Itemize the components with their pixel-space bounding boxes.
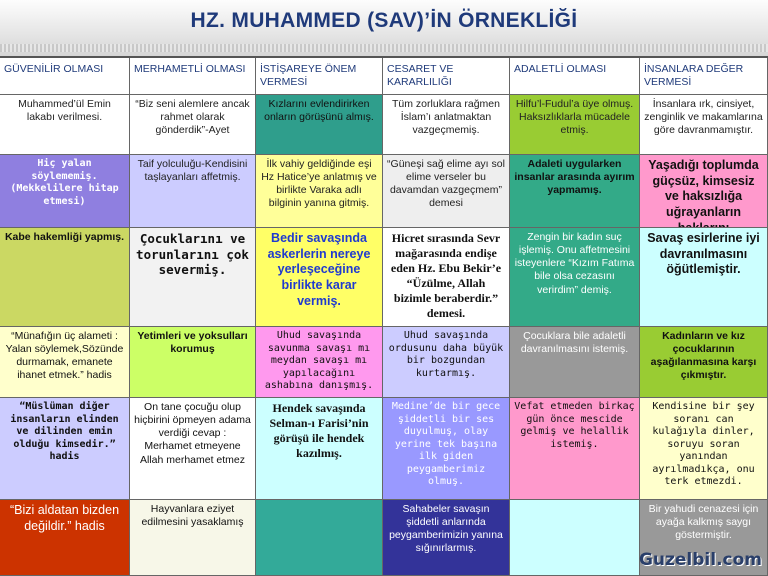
table-cell: “Güneşi sağ elime ayı sol elime verseler… [383, 155, 510, 228]
table-cell: Muhammed’ül Emin lakabı verilmesi. [0, 95, 130, 155]
table-cell: “Müslüman diğer insanların elinden ve di… [0, 398, 130, 500]
column-header: GÜVENİLİR OLMASI [0, 58, 130, 95]
table-cell: Kendisine bir şey soranı can kulağıyla d… [640, 398, 768, 500]
table-cell: Bir yahudi cenazesi için ayağa kalkmış s… [640, 500, 768, 576]
table-cell: İnsanlara ırk, cinsiyet, zenginlik ve ma… [640, 95, 768, 155]
table-cell: “Bizi aldatan bizden değildir.” hadis [0, 500, 130, 576]
table-cell: Sahabeler savaşın şiddetli anlarında pey… [383, 500, 510, 576]
table-cell: Savaş esirlerine iyi davranılmasını öğüt… [640, 228, 768, 327]
table-cell: Hayvanlara eziyet edilmesini yasaklamış [130, 500, 256, 576]
column-header: İSTİŞAREYE ÖNEM VERMESİ [256, 58, 383, 95]
page-title: HZ. MUHAMMED (SAV)’İN ÖRNEKLİĞİ [190, 9, 578, 32]
table-cell: On tane çocuğu olup hiçbirini öpmeyen ad… [130, 398, 256, 500]
table-cell: Hendek savaşında Selman-ı Farisi’nin gör… [256, 398, 383, 500]
watermark: Guzelbil.com [638, 550, 762, 570]
table-cell: Hilfu’l-Fudul’a üye olmuş. Haksızlıklarl… [510, 95, 640, 155]
column-header: MERHAMETLİ OLMASI [130, 58, 256, 95]
table-cell [510, 500, 640, 576]
column-header: İNSANLARA DEĞER VERMESİ [640, 58, 768, 95]
table-cell: Zengin bir kadın suç işlemiş. Onu affetm… [510, 228, 640, 327]
table-cell: Kabe hakemliği yapmış. [0, 228, 130, 327]
table-cell: Medine’de bir gece şiddetli bir ses duyu… [383, 398, 510, 500]
table-cell: Vefat etmeden birkaç gün önce mescide ge… [510, 398, 640, 500]
table-cell: Çocuklarını ve torunlarını çok severmiş. [130, 228, 256, 327]
table-cell: Taif yolculuğu-Kendisini taşlayanları af… [130, 155, 256, 228]
table-cell: Bedir savaşında askerlerin nereye yerleş… [256, 228, 383, 327]
table-cell: Yetimleri ve yoksulları korumuş [130, 327, 256, 398]
table-cell [256, 500, 383, 576]
table-cell: “Münafığın üç alameti : Yalan söylemek,S… [0, 327, 130, 398]
table-cell: Çocuklara bile adaletli davranılmasını i… [510, 327, 640, 398]
table-cell: Hiç yalan söylememiş. (Mekkelilere hitap… [0, 155, 130, 228]
title-banner: HZ. MUHAMMED (SAV)’İN ÖRNEKLİĞİ [0, 0, 768, 58]
table-cell: Kızlarını evlendirirken onların görüşünü… [256, 95, 383, 155]
table-cell: Uhud savaşında ordusunu daha büyük bir b… [383, 327, 510, 398]
table-cell: Tüm zorluklara rağmen İslam’ı anlatmakta… [383, 95, 510, 155]
table-cell: Kadınların ve kız çocuklarının aşağılanm… [640, 327, 768, 398]
table-cell: “Biz seni alemlere ancak rahmet olarak g… [130, 95, 256, 155]
table: GÜVENİLİR OLMASI MERHAMETLİ OLMASI İSTİŞAR… [0, 58, 768, 576]
table-cell: Hicret sırasında Sevr mağarasında endişe… [383, 228, 510, 327]
column-header: ADALETLİ OLMASI [510, 58, 640, 95]
table-cell: Adaleti uygularken insanlar arasında ayı… [510, 155, 640, 228]
table-cell: Yaşadığı toplumda güçsüz, kimsesiz ve ha… [640, 155, 768, 228]
table-cell: Uhud savaşında savunma savaşı mı meydan … [256, 327, 383, 398]
table-cell: İlk vahiy geldiğinde eşi Hz Hatice’ye an… [256, 155, 383, 228]
column-header: CESARET VE KARARLILIĞI [383, 58, 510, 95]
